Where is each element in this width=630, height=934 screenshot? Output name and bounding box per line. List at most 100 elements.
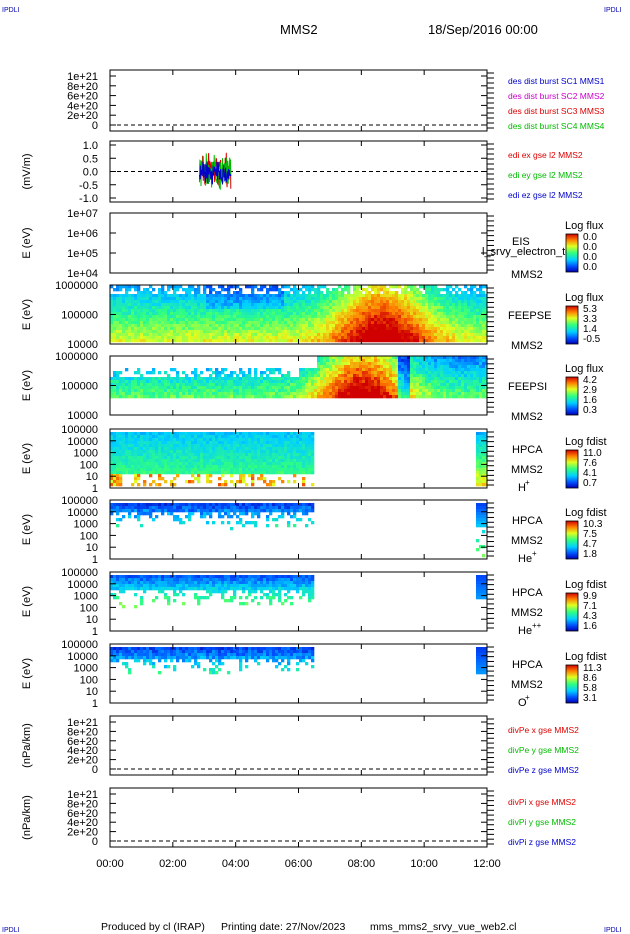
spectrogram-cell <box>149 312 153 316</box>
spectrogram-cell <box>194 377 198 381</box>
spectrogram-cell <box>248 330 252 334</box>
spectrogram-cell <box>113 480 117 484</box>
spectrogram-cell <box>323 359 327 363</box>
spectrogram-cell <box>293 294 297 298</box>
spectrogram-cell <box>188 480 192 484</box>
spectrogram-cell <box>419 356 423 360</box>
spectrogram-cell <box>434 333 438 337</box>
spectrogram-cell <box>185 435 189 439</box>
spectrogram-cell <box>239 456 243 460</box>
spectrogram-cell <box>227 336 231 340</box>
spectrogram-cell <box>176 450 180 454</box>
spectrogram-cell <box>482 300 486 304</box>
spectrogram-cell <box>476 309 480 313</box>
spectrogram-cell <box>368 383 372 387</box>
colorbar <box>565 305 579 345</box>
spectrogram-cell <box>200 395 204 399</box>
spectrogram-cell <box>161 300 165 304</box>
spectrogram-cell <box>356 315 360 319</box>
spectrogram-cell <box>209 315 213 319</box>
spectrogram-cell <box>254 309 258 313</box>
spectrogram-cell <box>161 444 165 448</box>
spectrogram-cell <box>170 483 174 487</box>
spectrogram-cell <box>206 306 210 310</box>
spectrogram-cell <box>137 474 141 478</box>
spectrogram-cell <box>362 321 366 325</box>
spectrogram-cell <box>410 359 414 363</box>
spectrogram-cell <box>137 383 141 387</box>
spectrogram-cell <box>176 300 180 304</box>
spectrogram-cell <box>425 356 429 360</box>
spectrogram-cell <box>143 395 147 399</box>
spectrogram-cell <box>173 483 177 487</box>
spectrogram-cell <box>182 435 186 439</box>
spectrogram-cell <box>410 380 414 384</box>
spectrogram-cell <box>317 306 321 310</box>
spectrogram-cell <box>143 471 147 475</box>
spectrogram-cell <box>188 333 192 337</box>
spectrogram-cell <box>323 315 327 319</box>
spectrogram-cell <box>350 362 354 366</box>
spectrogram-cell <box>344 389 348 393</box>
spectrogram-cell <box>239 432 243 436</box>
spectrogram-cell <box>281 315 285 319</box>
spectrogram-cell <box>215 438 219 442</box>
spectrogram-cell <box>476 330 480 334</box>
spectrogram-cell <box>128 324 132 328</box>
spectrogram-cell <box>227 441 231 445</box>
spectrogram-cell <box>224 294 228 298</box>
spectrogram-cell <box>482 441 486 445</box>
spectrogram-cell <box>272 389 276 393</box>
spectrogram-cell <box>476 392 480 396</box>
spectrogram-cell <box>143 336 147 340</box>
spectrogram-cell <box>275 456 279 460</box>
spectrogram-cell <box>110 315 114 319</box>
spectrogram-cell <box>428 327 432 331</box>
spectrogram-cell <box>419 330 423 334</box>
spectrogram-cell <box>182 392 186 396</box>
spectrogram-cell <box>476 359 480 363</box>
spectrogram-cell <box>164 432 168 436</box>
spectrogram-cell <box>326 318 330 322</box>
spectrogram-cell <box>155 303 159 307</box>
spectrogram-cell <box>239 441 243 445</box>
spectrogram-cell <box>248 450 252 454</box>
spectrogram-cell <box>347 306 351 310</box>
spectrogram-cell <box>431 362 435 366</box>
spectrogram-cell <box>233 450 237 454</box>
spectrogram-cell <box>179 383 183 387</box>
spectrogram-cell <box>227 374 231 378</box>
spectrogram-cell <box>278 441 282 445</box>
spectrogram-cell <box>158 300 162 304</box>
spectrogram-cell <box>215 432 219 436</box>
spectrogram-cell <box>215 441 219 445</box>
spectrogram-cell <box>257 441 261 445</box>
spectrogram-cell <box>407 333 411 337</box>
spectrogram-cell <box>269 383 273 387</box>
spectrogram-cell <box>380 309 384 313</box>
spectrogram-cell <box>302 480 306 484</box>
spectrogram-cell <box>230 386 234 390</box>
spectrogram-cell <box>299 435 303 439</box>
spectrogram-cell <box>308 333 312 337</box>
spectrogram-cell <box>212 441 216 445</box>
spectrogram-cell <box>470 359 474 363</box>
spectrogram-cell <box>206 333 210 337</box>
spectrogram-cell <box>395 383 399 387</box>
spectrogram-cell <box>110 297 114 301</box>
spectrogram-cell <box>263 392 267 396</box>
spectrogram-cell <box>344 359 348 363</box>
spectrogram-cell <box>221 389 225 393</box>
spectrogram-cell <box>404 368 408 372</box>
spectrogram-cell <box>200 435 204 439</box>
spectrogram-cell <box>359 368 363 372</box>
spectrogram-cell <box>140 453 144 457</box>
spectrogram-cell <box>374 333 378 337</box>
spectrogram-cell <box>155 432 159 436</box>
spectrogram-cell <box>245 297 249 301</box>
spectrogram-cell <box>350 380 354 384</box>
spectrogram-cell <box>404 309 408 313</box>
spectrogram-cell <box>479 447 483 451</box>
spectrogram-cell <box>287 377 291 381</box>
spectrogram-cell <box>263 441 267 445</box>
